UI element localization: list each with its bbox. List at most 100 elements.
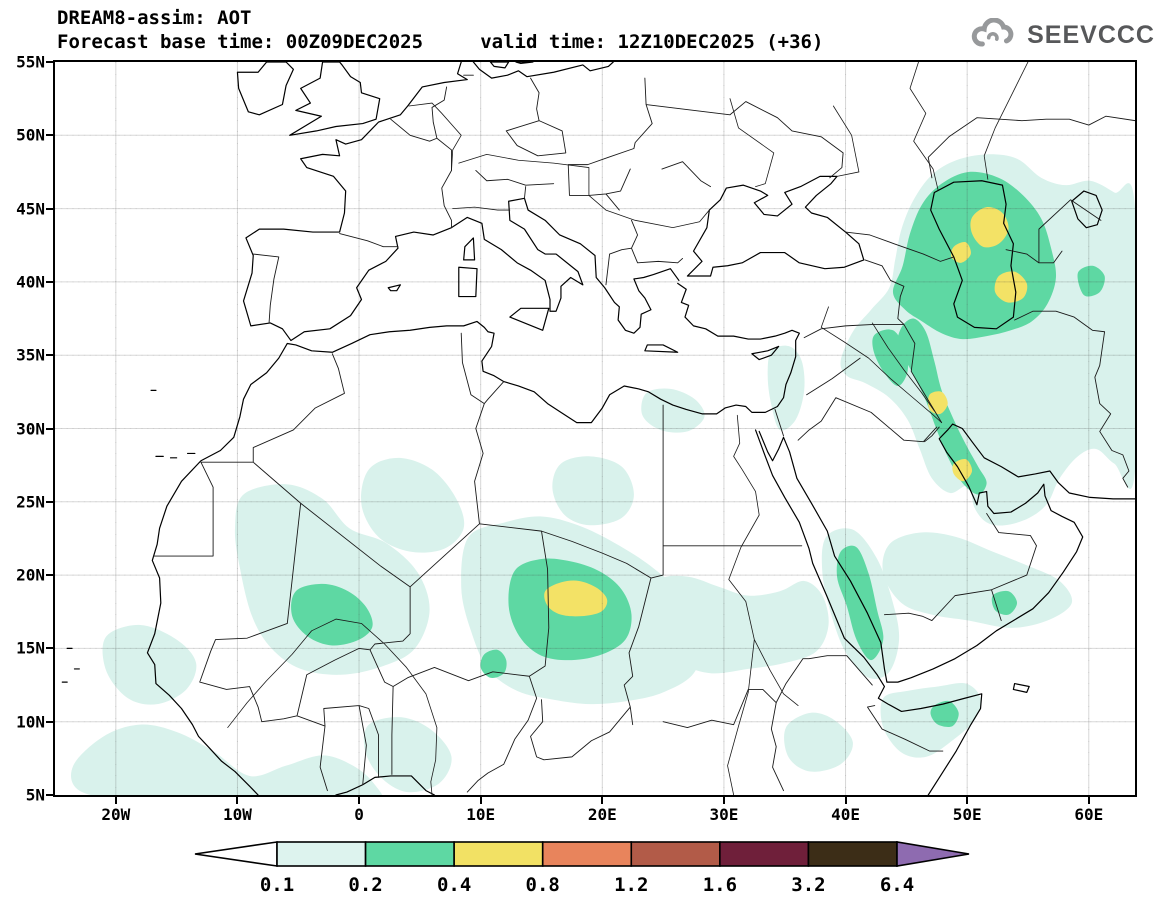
aot-region-libya-central	[552, 456, 634, 526]
caspian-sea-coastline	[931, 181, 1016, 329]
aot-region-north-iraq	[872, 329, 909, 386]
aral-sea-coastline	[1072, 191, 1102, 228]
y-axis-label-35N: 35N	[16, 345, 45, 365]
y-axis-label-10N: 10N	[16, 712, 45, 732]
aot-region-caspian-se-max	[994, 271, 1028, 303]
small-islands-specks	[62, 390, 195, 682]
aot-region-turkmenistan-spot	[1077, 265, 1105, 297]
aot-region-sudan-band	[651, 575, 829, 674]
y-axis-label-5N: 5N	[25, 785, 45, 805]
x-axis-label-40E: 40E	[831, 805, 860, 824]
x-axis-label-20W: 20W	[101, 805, 131, 824]
seevccc-logo: SEEVCCC	[968, 18, 1155, 52]
colorbar-label-6.4: 6.4	[880, 874, 914, 896]
y-axis-label-15N: 15N	[16, 638, 45, 658]
aot-region-horn-of-africa	[880, 683, 981, 758]
colorbar-segment-4	[541, 841, 633, 867]
colorbar-segment-5	[630, 841, 721, 867]
y-axis-label-45N: 45N	[16, 199, 45, 219]
x-axis-tick-10W	[236, 797, 239, 804]
page-title: DREAM8-assim: AOT	[57, 7, 252, 29]
map-plot-area	[53, 60, 1137, 797]
x-axis-tick-40E	[844, 797, 847, 804]
y-axis-tick-5N	[46, 794, 53, 796]
colorbar-label-0.4: 0.4	[437, 874, 471, 896]
y-axis-label-30N: 30N	[16, 419, 45, 438]
aot-region-somalia-spot	[930, 700, 959, 727]
arabia-coastline	[759, 424, 1135, 682]
aot-region-mali-mauritania	[234, 484, 430, 675]
baltic-coastline	[473, 62, 613, 78]
y-axis-tick-30N	[46, 427, 53, 430]
x-axis-tick-10E	[479, 797, 482, 804]
x-axis-label-10E: 10E	[466, 805, 496, 824]
aot-region-benin-nigeria	[363, 717, 452, 793]
x-axis-label-20E: 20E	[587, 805, 617, 824]
x-axis-tick-20E	[601, 797, 604, 804]
y-axis-tick-35N	[46, 354, 53, 357]
y-axis-tick-50N	[46, 134, 53, 137]
colorbar-segment-7	[807, 841, 898, 867]
x-axis-label-10W: 10W	[222, 805, 252, 824]
colorbar-left-arrow	[194, 841, 278, 867]
great-britain-coastline	[290, 62, 380, 135]
red-sea-west-horn-coastline	[756, 430, 982, 795]
x-axis-label-0: 0	[354, 805, 364, 824]
y-axis-label-50N: 50N	[16, 125, 45, 145]
gulf-of-guinea-coastline	[336, 776, 435, 795]
x-axis-tick-20W	[114, 797, 117, 804]
y-axis-label-40N: 40N	[16, 272, 45, 292]
aot-region-egypt-north	[641, 388, 705, 433]
colorbar-segment-2	[364, 841, 455, 867]
colorbar-label-0.8: 0.8	[526, 874, 560, 896]
coastlines-layer	[62, 62, 1135, 795]
x-axis-label-30E: 30E	[709, 805, 739, 824]
y-axis-tick-25N	[46, 500, 53, 503]
aot-region-algeria-central	[361, 457, 465, 553]
y-axis-tick-10N	[46, 720, 53, 723]
aot-region-levant-strip	[767, 345, 805, 431]
y-axis-label-20N: 20N	[16, 565, 45, 585]
ireland-coastline	[237, 62, 293, 115]
aot-region-caspian-west-max	[950, 242, 971, 263]
colorbar-label-3.2: 3.2	[791, 874, 825, 896]
forecast-time-subtitle: Forecast base time: 00Z09DEC2025 valid t…	[57, 31, 824, 53]
colorbar-segment-1	[276, 841, 367, 867]
black-sea-coastline	[687, 176, 863, 276]
aot-region-arabia-south	[882, 532, 1073, 628]
x-axis-tick-50E	[966, 797, 969, 804]
colorbar-label-1.6: 1.6	[703, 874, 737, 896]
islands-coastlines	[388, 238, 1029, 692]
colorbar-label-0.2: 0.2	[348, 874, 382, 896]
y-axis-tick-45N	[46, 207, 53, 210]
x-axis-label-60E: 60E	[1074, 805, 1104, 824]
map-svg	[55, 62, 1135, 795]
aot-contour-fill-layer	[70, 154, 1135, 795]
x-axis-tick-0	[358, 797, 361, 804]
aot-region-dhofar-spot	[991, 590, 1018, 615]
colorbar-label-1.2: 1.2	[614, 874, 648, 896]
y-axis-tick-15N	[46, 647, 53, 650]
turkey-africa-atlantic-coastline	[147, 283, 799, 795]
aot-region-chad-max	[544, 580, 608, 617]
x-axis-label-50E: 50E	[952, 805, 982, 824]
aot-region-caspian-north-max	[970, 207, 1009, 248]
colorbar-segment-3	[453, 841, 544, 867]
aot-region-nigeria-niger-spot	[480, 649, 507, 678]
x-axis-tick-60E	[1087, 797, 1090, 804]
colorbar-label-0.1: 0.1	[260, 874, 294, 896]
aot-region-red-sea-coast	[836, 545, 884, 661]
cloud-icon	[971, 18, 1014, 47]
colorbar-segment-6	[719, 841, 810, 867]
y-axis-label-55N: 55N	[16, 52, 45, 72]
aot-region-atlantic-gulf-of-guinea	[70, 724, 383, 795]
aot-region-ethiopia	[784, 712, 853, 772]
y-axis-tick-40N	[46, 280, 53, 283]
country-borders	[154, 75, 1135, 792]
colorbar-right-arrow	[896, 841, 970, 867]
aot-region-senegal-mauritania-coast	[102, 624, 197, 705]
y-axis-label-25N: 25N	[16, 492, 45, 512]
aot-colorbar-legend: 0.1 0.2 0.4 0.8 1.2 1.6 3.2 6.4	[194, 841, 970, 896]
y-axis-tick-55N	[46, 61, 53, 63]
